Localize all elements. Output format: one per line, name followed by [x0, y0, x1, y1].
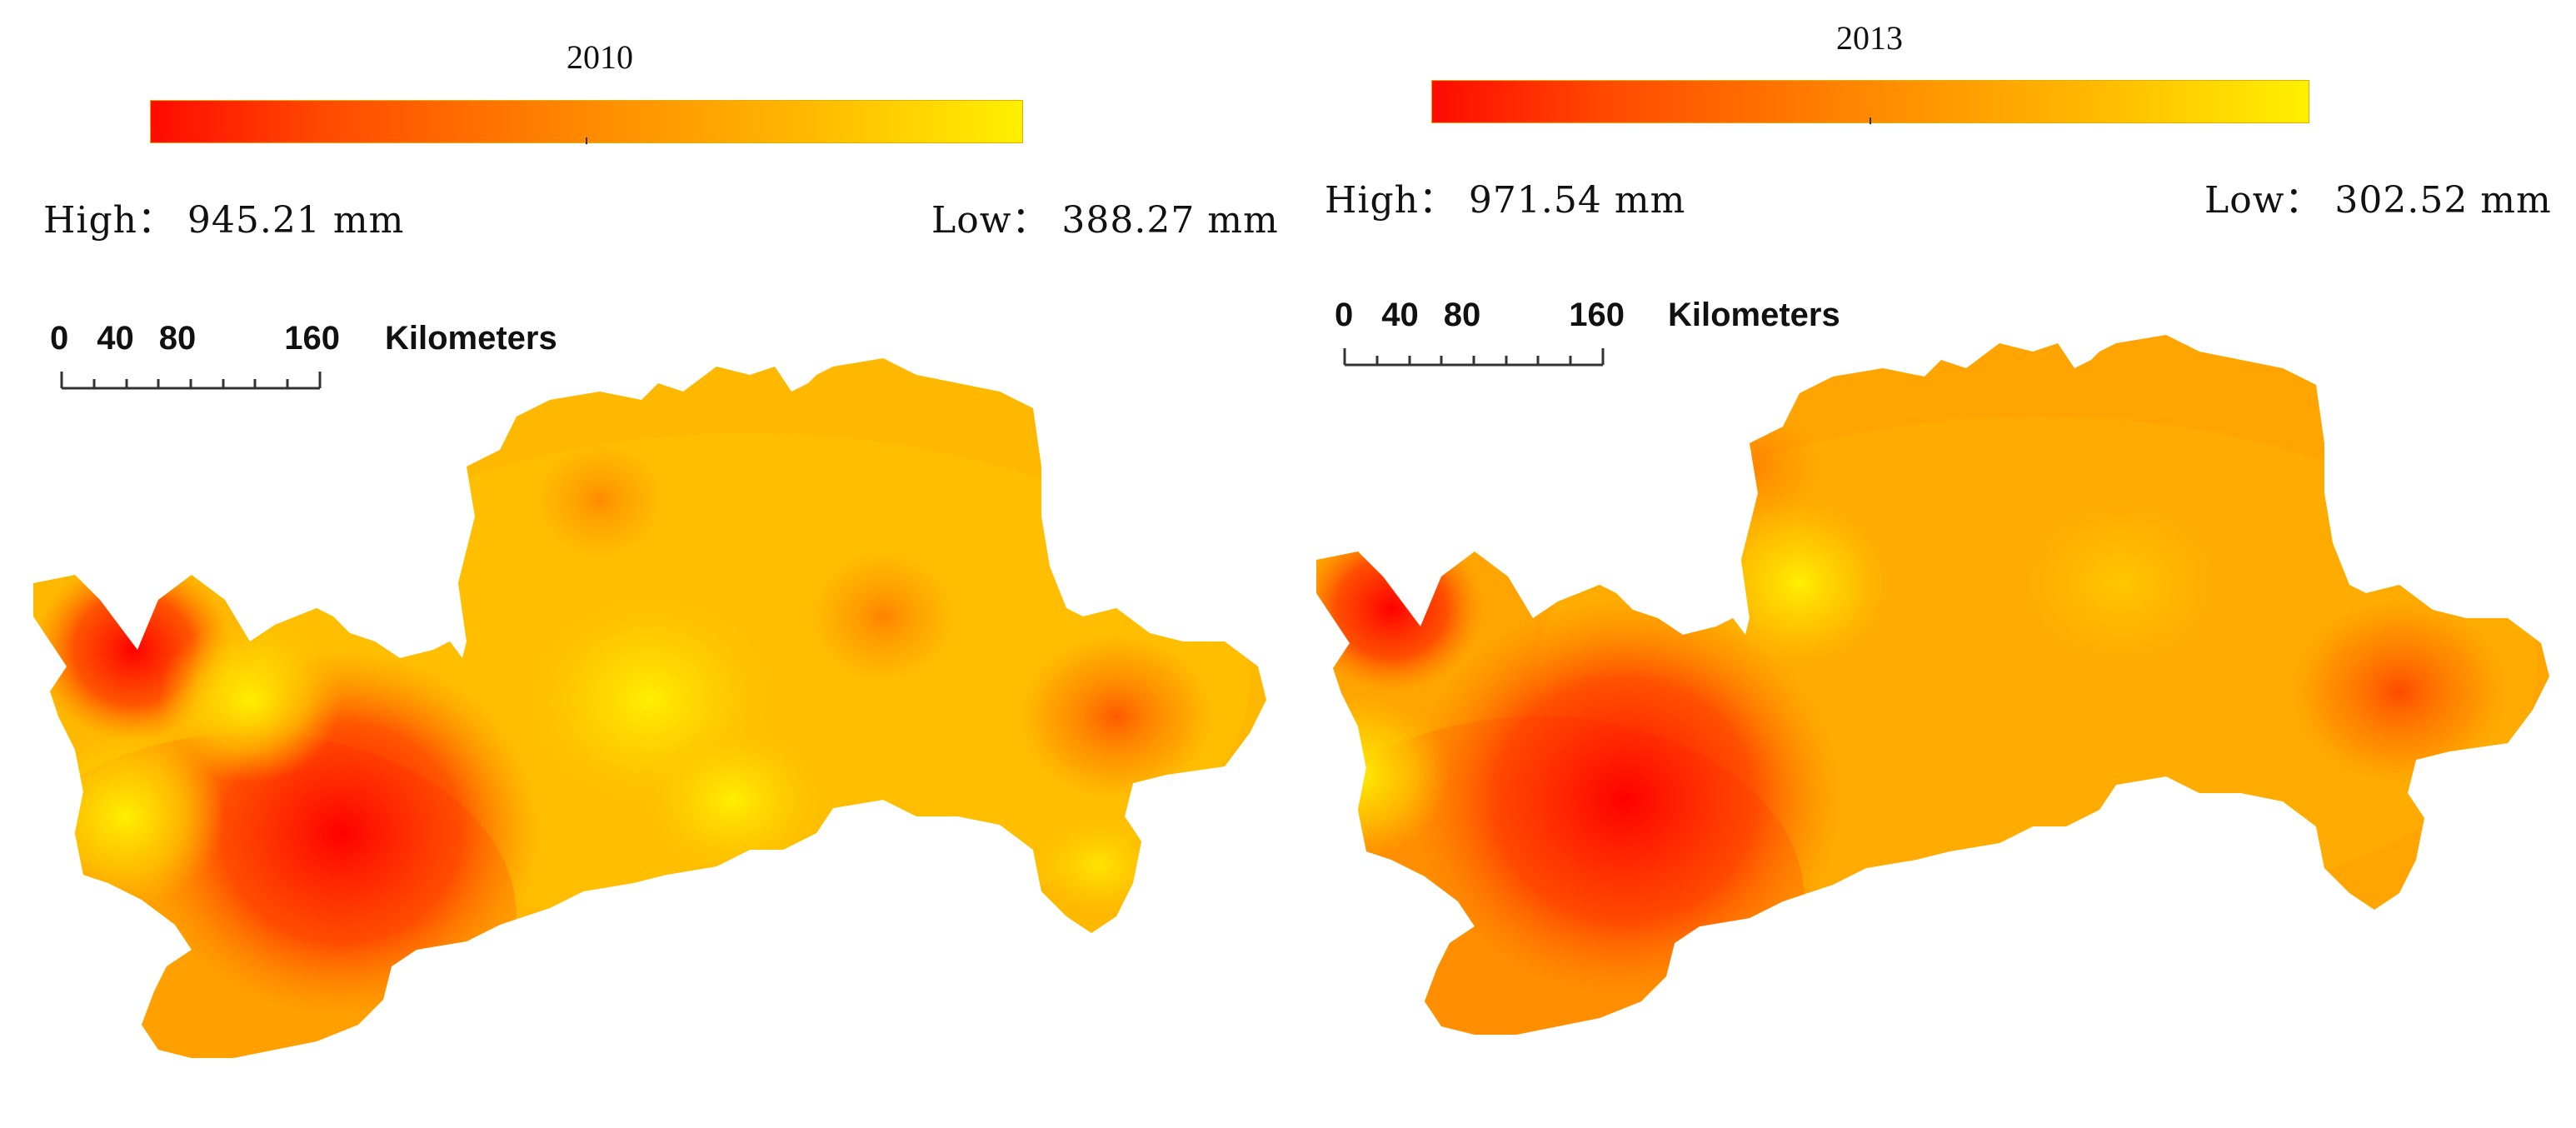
scale-tick-label: 0: [50, 320, 69, 357]
precipitation-map-2013: [1316, 335, 2549, 1035]
scale-tick-label: 40: [97, 320, 134, 357]
scale-tick-label: 40: [1381, 297, 1419, 333]
map-panel-2010: 2010 High： 945.21 mm Low： 388.27 mm 0 40 8…: [33, 38, 1279, 1058]
precipitation-map-2010: [33, 358, 1266, 1058]
legend-tick: [586, 137, 587, 144]
scale-bar-labels: 0 40 80 160: [50, 320, 340, 357]
legend-low-label: Low： 302.52 mm: [2204, 179, 2552, 222]
year-label: 2013: [1836, 19, 1903, 57]
legend-low-label: Low： 388.27 mm: [931, 199, 1279, 242]
legend-color-ramp: [1431, 80, 2309, 124]
legend-tick: [1870, 117, 1871, 124]
scale-unit-label: Kilometers: [1668, 297, 1840, 333]
year-label: 2010: [567, 38, 633, 76]
scale-tick-label: 80: [1443, 297, 1481, 333]
scale-unit-label: Kilometers: [385, 320, 557, 357]
scale-bar-graphic: [1343, 348, 1605, 367]
scale-tick-label: 160: [1569, 297, 1625, 333]
scale-tick-label: 80: [158, 320, 197, 357]
legend-high-label: High： 971.54 mm: [1325, 179, 1686, 222]
scale-bar-labels: 0 40 80 160: [1335, 297, 1625, 334]
scale-bar-graphic: [60, 372, 322, 390]
legend-high-label: High： 945.21 mm: [43, 199, 405, 242]
map-panel-2013: 2013 High： 971.54 mm Low： 302.52 mm 0 40 8…: [1288, 0, 2576, 1128]
scale-tick-label: 160: [284, 320, 340, 357]
legend-color-ramp: [150, 100, 1023, 144]
scale-tick-label: 0: [1335, 297, 1354, 333]
